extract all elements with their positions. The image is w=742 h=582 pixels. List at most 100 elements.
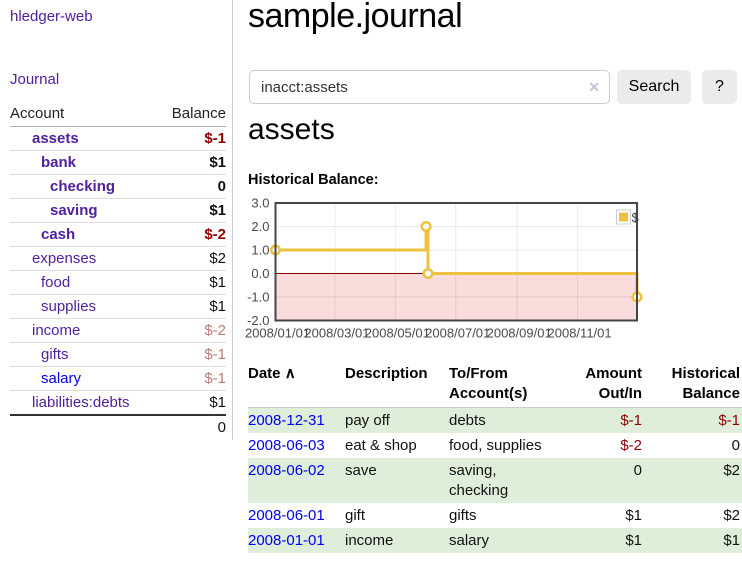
search-form: ✕ Search ? — [248, 70, 742, 104]
account-link[interactable]: saving — [50, 202, 98, 219]
search-button[interactable]: Search — [617, 70, 691, 104]
transaction-balance: $-1 — [718, 412, 740, 429]
svg-text:0.0: 0.0 — [251, 266, 269, 281]
account-balance: $1 — [209, 202, 226, 219]
transaction-balance: $2 — [723, 462, 740, 479]
account-balance: 0 — [217, 178, 226, 195]
account-row: salary $-1 — [10, 366, 226, 390]
svg-text:$: $ — [632, 210, 640, 225]
transaction-balance: $1 — [723, 532, 740, 549]
account-link[interactable]: salary — [41, 370, 82, 387]
transaction-description: gift — [345, 507, 366, 524]
account-balance: $1 — [209, 154, 226, 171]
svg-text:2008/11/01: 2008/11/01 — [548, 326, 612, 341]
account-link[interactable]: cash — [41, 226, 76, 243]
column-date-sortable[interactable]: Date ∧ — [248, 362, 345, 408]
transaction-accounts: salary — [449, 532, 490, 549]
account-link[interactable]: assets — [32, 130, 79, 147]
transaction-date-link[interactable]: 2008-06-02 — [248, 462, 325, 479]
transaction-accounts: gifts — [449, 507, 477, 524]
register-table: Date ∧ Description To/From Account(s) Am… — [248, 362, 742, 553]
account-balance: $1 — [209, 298, 226, 315]
transaction-row: 2008-06-03 eat & shop food, supplies $-2… — [248, 433, 742, 458]
column-accounts[interactable]: To/From Account(s) — [449, 362, 560, 408]
sidebar: hledger-web Journal Account Balance asse… — [0, 0, 233, 440]
transaction-amount: $1 — [625, 532, 642, 549]
column-amount[interactable]: Amount Out/In — [560, 362, 642, 408]
svg-text:3.0: 3.0 — [251, 196, 269, 211]
account-row: food $1 — [10, 270, 226, 294]
accounts-col-balance: Balance — [171, 105, 226, 122]
account-row: gifts $-1 — [10, 342, 226, 366]
transaction-description: pay off — [345, 412, 390, 429]
transaction-date-link[interactable]: 2008-12-31 — [248, 412, 325, 429]
sort-asc-icon: ∧ — [284, 365, 296, 382]
accounts-total-row: 0 — [10, 414, 226, 439]
account-row: saving $1 — [10, 198, 226, 222]
account-balance: $2 — [209, 250, 226, 267]
transaction-amount: $-1 — [620, 412, 642, 429]
clear-search-icon[interactable]: ✕ — [588, 79, 600, 95]
svg-text:-1.0: -1.0 — [247, 290, 269, 305]
svg-text:2008/03/01: 2008/03/01 — [304, 326, 369, 341]
transaction-row: 2008-06-02 save saving, checking 0 $2 — [248, 458, 742, 503]
column-description[interactable]: Description — [345, 362, 449, 408]
account-balance: $-2 — [204, 226, 226, 243]
transaction-date-link[interactable]: 2008-06-01 — [248, 507, 325, 524]
accounts-table-header: Account Balance — [10, 101, 226, 127]
app-brand-link[interactable]: hledger-web — [10, 8, 93, 25]
transaction-balance: $2 — [723, 507, 740, 524]
transaction-accounts: food, supplies — [449, 437, 542, 454]
transaction-date-link[interactable]: 2008-01-01 — [248, 532, 325, 549]
sidebar-item-journal[interactable]: Journal — [10, 71, 60, 88]
account-row: liabilities:debts $1 — [10, 390, 226, 414]
account-link[interactable]: checking — [50, 178, 116, 195]
help-button[interactable]: ? — [702, 70, 737, 104]
transaction-amount: $1 — [625, 507, 642, 524]
account-link[interactable]: income — [32, 322, 81, 339]
accounts-total-value: 0 — [217, 419, 226, 436]
register-header-row: Date ∧ Description To/From Account(s) Am… — [248, 362, 742, 408]
svg-text:2008/09/01: 2008/09/01 — [487, 326, 552, 341]
account-row: expenses $2 — [10, 246, 226, 270]
account-balance: $-1 — [204, 370, 226, 387]
account-row: checking 0 — [10, 174, 226, 198]
svg-text:2.0: 2.0 — [251, 219, 269, 234]
transaction-amount: $-2 — [620, 437, 642, 454]
account-link[interactable]: expenses — [32, 250, 97, 267]
transaction-balance: 0 — [731, 437, 740, 454]
balance-chart: 3.0 2.0 1.0 0.0 -1.0 -2.02008/01/012008/03/01… — [245, 196, 643, 341]
svg-text:-2.0: -2.0 — [247, 313, 269, 328]
account-row: assets $-1 — [10, 127, 226, 150]
accounts-col-account: Account — [10, 105, 65, 122]
account-row: bank $1 — [10, 150, 226, 174]
transaction-description: eat & shop — [345, 437, 417, 454]
search-input[interactable] — [249, 70, 610, 104]
svg-text:1.0: 1.0 — [251, 243, 269, 258]
transaction-row: 2008-12-31 pay off debts $-1 $-1 — [248, 407, 742, 433]
account-heading: assets — [248, 113, 335, 146]
transaction-accounts: debts — [449, 412, 486, 429]
main-content: sample.journal ✕ Search ? assets Histori… — [245, 0, 742, 582]
transaction-accounts: saving, checking — [449, 462, 509, 499]
transaction-date-link[interactable]: 2008-06-03 — [248, 437, 325, 454]
account-link[interactable]: gifts — [41, 346, 69, 363]
svg-text:2008/07/01: 2008/07/01 — [425, 326, 490, 341]
account-link[interactable]: supplies — [41, 298, 97, 315]
account-link[interactable]: bank — [41, 154, 77, 171]
accounts-table: Account Balance assets $-1 bank $1 check… — [10, 101, 226, 439]
account-balance: $-1 — [204, 346, 226, 363]
transaction-row: 2008-06-01 gift gifts $1 $2 — [248, 503, 742, 528]
transaction-row: 2008-01-01 income salary $1 $1 — [248, 528, 742, 553]
account-link[interactable]: liabilities:debts — [32, 394, 130, 411]
svg-text:2008/05/01: 2008/05/01 — [365, 326, 430, 341]
account-row: income $-2 — [10, 318, 226, 342]
page-title: sample.journal — [248, 0, 463, 35]
chart-title: Historical Balance: — [248, 172, 379, 188]
account-balance: $1 — [209, 394, 226, 411]
column-balance[interactable]: Historical Balance — [642, 362, 742, 408]
account-balance: $-1 — [204, 130, 226, 147]
account-row: supplies $1 — [10, 294, 226, 318]
svg-text:2008/01/01: 2008/01/01 — [245, 326, 310, 341]
account-link[interactable]: food — [41, 274, 71, 291]
